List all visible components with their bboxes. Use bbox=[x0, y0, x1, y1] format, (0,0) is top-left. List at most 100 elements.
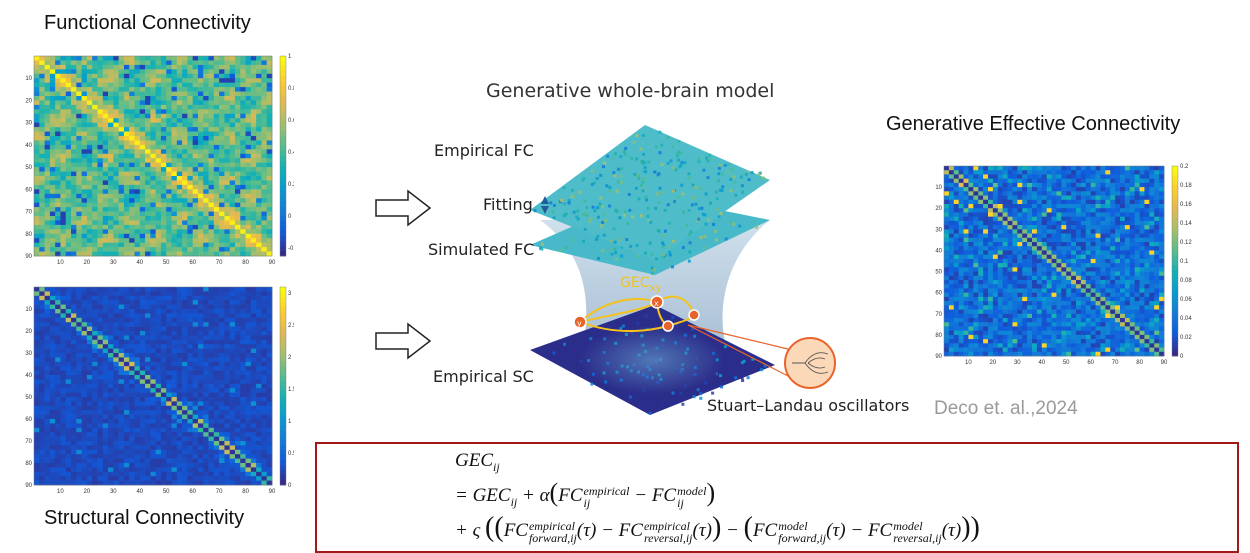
gec-cell bbox=[1085, 187, 1092, 192]
sc-cell bbox=[208, 427, 215, 433]
fc-cell bbox=[155, 100, 162, 106]
sc-cell bbox=[92, 313, 98, 319]
fc-cell bbox=[250, 144, 257, 150]
sc-cell bbox=[192, 331, 199, 336]
sc-cell bbox=[208, 339, 215, 345]
gec-cell bbox=[1139, 229, 1145, 234]
fc-cell bbox=[176, 176, 183, 181]
fc-cell bbox=[245, 184, 252, 190]
sc-cell bbox=[139, 454, 146, 459]
sc-cell bbox=[224, 432, 231, 437]
fc-cell bbox=[118, 207, 125, 212]
gec-cell bbox=[958, 174, 964, 180]
sc-cell bbox=[197, 309, 204, 314]
sc-cell bbox=[192, 449, 199, 455]
sc-cell bbox=[145, 427, 151, 433]
sc-cell bbox=[139, 366, 146, 371]
gec-cell bbox=[1154, 229, 1160, 234]
fc-cell bbox=[145, 87, 151, 92]
fc-cell bbox=[250, 69, 257, 75]
fc-cell bbox=[213, 153, 220, 159]
sc-cell bbox=[160, 476, 167, 481]
sc-cell bbox=[171, 401, 178, 407]
fc-cell bbox=[182, 91, 188, 97]
fc-cell bbox=[160, 113, 167, 119]
sc-cell bbox=[240, 375, 246, 380]
sc-cell bbox=[145, 388, 151, 393]
gec-cell bbox=[1149, 229, 1155, 234]
fc-cell bbox=[160, 220, 167, 226]
sc-cell bbox=[92, 326, 98, 332]
gec-cell bbox=[1027, 233, 1033, 239]
fc-cell bbox=[160, 136, 167, 141]
gec-cell bbox=[1046, 220, 1052, 226]
fc-cell bbox=[166, 100, 172, 106]
fc-cell bbox=[203, 229, 209, 235]
sc-cell bbox=[108, 427, 114, 433]
sc-cell bbox=[150, 348, 156, 354]
fc-cell bbox=[266, 167, 273, 172]
sc-cell bbox=[34, 401, 40, 407]
sc-cell bbox=[150, 449, 156, 455]
sc-cell bbox=[139, 287, 146, 292]
fc-cell bbox=[118, 167, 125, 172]
fc-cell bbox=[129, 180, 135, 186]
sc-cell bbox=[123, 441, 130, 446]
sc-cell bbox=[81, 326, 88, 332]
sc-cell bbox=[55, 309, 61, 314]
sc-cell bbox=[187, 449, 194, 455]
sc-cell bbox=[55, 471, 61, 477]
fc-cell bbox=[139, 224, 146, 230]
fc-cell bbox=[76, 251, 82, 257]
fc-cell bbox=[250, 109, 257, 115]
fc-cell bbox=[155, 207, 162, 212]
sc-cell bbox=[176, 335, 183, 341]
gec-cell bbox=[968, 208, 974, 213]
sc-cell bbox=[102, 313, 109, 319]
fc-cell bbox=[108, 233, 114, 239]
sc-cell bbox=[261, 375, 268, 380]
fc-cell bbox=[123, 233, 130, 239]
gec-cell bbox=[1100, 229, 1106, 234]
sc-cell bbox=[229, 322, 236, 327]
sc-cell bbox=[261, 471, 268, 477]
sc-cell bbox=[60, 410, 67, 415]
sc-cell bbox=[129, 454, 135, 459]
fc-cell bbox=[224, 158, 231, 164]
sc-cell bbox=[65, 331, 72, 336]
gec-cell bbox=[1046, 166, 1052, 171]
fc-cell bbox=[44, 136, 51, 141]
fc-cell bbox=[102, 127, 109, 132]
gec-cell bbox=[1051, 237, 1057, 243]
fc-cell bbox=[245, 198, 252, 204]
gec-cell bbox=[1046, 182, 1052, 188]
sc-cell bbox=[123, 476, 130, 481]
sc-cell bbox=[108, 291, 114, 297]
gec-cell bbox=[1017, 216, 1023, 222]
fc-cell bbox=[176, 189, 183, 195]
sc-cell bbox=[44, 287, 51, 292]
sc-cell bbox=[113, 353, 119, 358]
fc-colorbar-tick: 0.4 bbox=[288, 150, 294, 156]
sc-cell bbox=[60, 388, 67, 393]
sc-cell bbox=[219, 331, 225, 336]
gec-cell bbox=[1032, 199, 1038, 205]
fc-cell bbox=[187, 136, 194, 141]
gec-cell bbox=[944, 191, 950, 196]
fc-cell bbox=[123, 136, 130, 141]
fc-cell bbox=[65, 56, 72, 61]
fc-cell bbox=[92, 140, 98, 146]
fc-cell bbox=[108, 224, 114, 230]
gec-cell bbox=[1110, 178, 1116, 184]
fc-cell bbox=[234, 69, 241, 75]
fc-cell bbox=[123, 60, 130, 66]
fc-cell bbox=[256, 69, 262, 75]
gec-cell bbox=[1012, 229, 1018, 234]
sc-cell bbox=[256, 436, 262, 442]
fc-colorbar-segment bbox=[280, 126, 286, 132]
sc-cell bbox=[65, 304, 72, 310]
fc-cell bbox=[123, 122, 130, 128]
sc-cell bbox=[182, 410, 188, 415]
gec-cell bbox=[1027, 237, 1033, 243]
sc-cell bbox=[192, 339, 199, 345]
